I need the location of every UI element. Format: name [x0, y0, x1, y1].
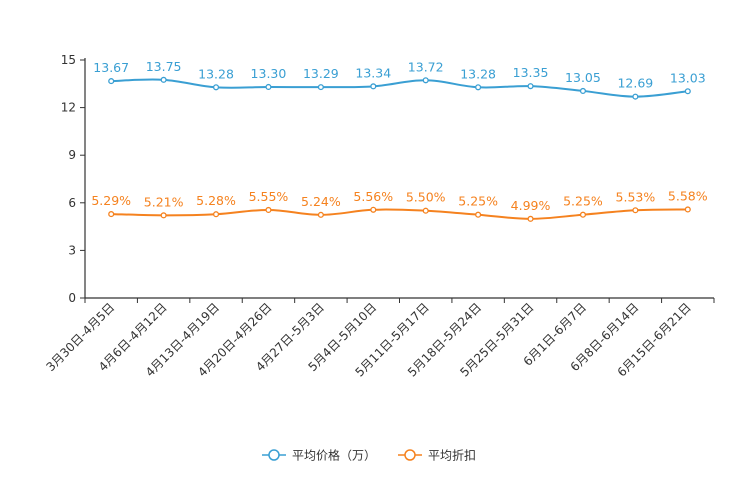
x-tick-labels: 3月30日-4月5日4月6日-4月12日4月13日-4月19日4月20日-4月2…	[43, 298, 715, 380]
legend-item-average-discount[interactable]: 平均折扣	[398, 448, 476, 463]
data-label: 13.03	[670, 70, 706, 85]
data-point[interactable]	[475, 211, 482, 218]
legend-label: 平均折扣	[428, 448, 476, 463]
data-label: 5.53%	[616, 189, 656, 204]
series-average-price: 13.67 13.75 13.28 13.30 13.29 13.34 13.72 13.28…	[93, 59, 706, 100]
y-tick-labels: 0 3 6 9 12 15	[61, 53, 85, 305]
data-label: 12.69	[617, 76, 653, 91]
y-tick-label: 6	[68, 196, 76, 210]
data-point[interactable]	[370, 83, 377, 90]
data-label: 5.25%	[563, 194, 603, 209]
y-tick-label: 0	[68, 291, 76, 305]
data-label: 5.25%	[458, 194, 498, 209]
data-label: 13.30	[251, 66, 287, 81]
data-point[interactable]	[317, 84, 324, 91]
data-point[interactable]	[370, 206, 377, 213]
data-label: 5.24%	[301, 194, 341, 209]
data-point[interactable]	[160, 76, 167, 83]
data-label: 4.99%	[511, 198, 551, 213]
data-label: 13.72	[408, 59, 444, 74]
data-label: 13.28	[198, 66, 234, 81]
data-point[interactable]	[475, 84, 482, 91]
data-label: 13.35	[513, 65, 549, 80]
data-point[interactable]	[684, 206, 691, 213]
data-point[interactable]	[632, 207, 639, 214]
series-average-discount: 5.29% 5.21% 5.28% 5.55% 5.24% 5.56% 5.50% 5.25%…	[91, 188, 708, 222]
data-label: 5.21%	[144, 194, 184, 209]
y-tick-label: 15	[61, 53, 76, 67]
data-point[interactable]	[108, 78, 115, 85]
legend[interactable]: 平均价格（万） 平均折扣	[262, 448, 476, 463]
y-tick-label: 12	[61, 101, 76, 115]
data-point[interactable]	[527, 215, 534, 222]
series-group: 13.67 13.75 13.28 13.30 13.29 13.34 13.72 13.28…	[91, 59, 708, 222]
data-label: 5.56%	[353, 189, 393, 204]
data-point[interactable]	[212, 211, 220, 218]
series-line	[111, 78, 688, 98]
data-label: 13.05	[565, 70, 601, 85]
data-label: 13.28	[460, 66, 496, 81]
data-point[interactable]	[579, 87, 587, 94]
data-point[interactable]	[579, 211, 587, 218]
data-label: 13.75	[146, 59, 182, 74]
data-point[interactable]	[317, 211, 324, 218]
data-label: 13.34	[355, 65, 391, 80]
data-label: 5.29%	[91, 193, 131, 208]
legend-marker-icon	[404, 449, 416, 461]
data-point[interactable]	[422, 77, 429, 84]
data-label: 5.28%	[196, 193, 236, 208]
data-point[interactable]	[108, 211, 115, 218]
legend-marker-icon	[268, 449, 280, 461]
data-point[interactable]	[160, 212, 167, 219]
axes	[84, 58, 714, 299]
data-point[interactable]	[212, 84, 220, 91]
series-line	[111, 208, 688, 220]
data-point[interactable]	[684, 88, 691, 95]
data-point[interactable]	[265, 206, 272, 213]
data-point[interactable]	[265, 83, 272, 91]
data-point[interactable]	[422, 207, 429, 214]
y-tick-label: 3	[68, 243, 76, 257]
legend-item-average-price[interactable]: 平均价格（万）	[262, 448, 376, 463]
data-label: 5.58%	[668, 188, 708, 203]
data-label: 13.29	[303, 66, 339, 81]
data-label: 5.55%	[249, 189, 289, 204]
legend-label: 平均价格（万）	[292, 448, 376, 463]
data-point[interactable]	[632, 93, 639, 100]
data-point[interactable]	[527, 83, 534, 90]
data-label: 5.50%	[406, 190, 446, 205]
y-tick-label: 9	[68, 148, 76, 162]
data-label: 13.67	[93, 60, 129, 75]
